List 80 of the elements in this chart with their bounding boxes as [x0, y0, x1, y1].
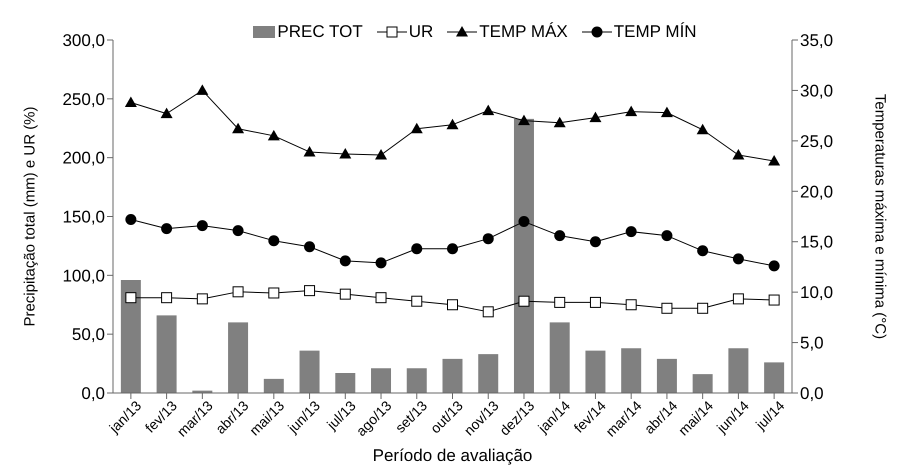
- point: [518, 114, 530, 126]
- point: [160, 108, 173, 118]
- y2-tick-label: 25,0: [800, 132, 834, 151]
- y2-tick-label: 20,0: [800, 182, 834, 202]
- point: [268, 130, 280, 140]
- point: [376, 257, 387, 268]
- point: [232, 225, 244, 236]
- y2-tick-label: 0,0: [800, 384, 824, 404]
- legend-label: UR: [408, 22, 434, 42]
- point: [268, 235, 280, 246]
- y-tick-label: 150,0: [62, 208, 105, 227]
- point: [446, 118, 458, 130]
- point: [518, 296, 530, 307]
- point: [554, 230, 566, 242]
- point: [125, 292, 136, 304]
- point: [125, 214, 136, 226]
- bar: [585, 350, 606, 393]
- point: [124, 96, 137, 108]
- point: [196, 220, 208, 232]
- y-tick-label: 100,0: [62, 266, 105, 286]
- bar: [406, 368, 427, 393]
- point: [304, 146, 316, 156]
- y-tick-label: 0,0: [81, 384, 105, 404]
- point: [518, 216, 530, 228]
- point: [447, 243, 458, 254]
- bar: [442, 358, 462, 393]
- point: [590, 236, 601, 248]
- point: [732, 148, 744, 160]
- bar: [120, 280, 141, 393]
- bar: [621, 348, 642, 393]
- point: [304, 241, 316, 252]
- y2-tick-label: 35,0: [800, 31, 834, 50]
- legend-label: TEMP MÁX: [478, 22, 568, 42]
- point: [554, 116, 566, 128]
- bar: [228, 322, 248, 393]
- bar: [335, 372, 356, 393]
- y2-tick-label: 5,0: [800, 334, 824, 353]
- point: [411, 243, 422, 254]
- y2-tick-label: 10,0: [800, 283, 834, 302]
- legend-label: TEMP MÍN: [612, 22, 697, 42]
- point: [625, 106, 638, 116]
- bar: [300, 350, 320, 393]
- bar: [550, 322, 570, 393]
- y2-axis-title: Temperaturas máxima e mínima (°C): [872, 94, 888, 340]
- point: [696, 124, 709, 134]
- y2-tick-label: 30,0: [800, 81, 834, 100]
- point: [196, 84, 208, 95]
- point: [768, 260, 780, 272]
- bar: [264, 378, 284, 393]
- point: [768, 155, 780, 166]
- bar: [514, 118, 534, 393]
- point: [661, 230, 672, 242]
- point: [339, 148, 352, 158]
- y-tick-label: 250,0: [62, 90, 105, 109]
- point: [375, 148, 388, 160]
- bar: [728, 348, 748, 393]
- point: [732, 253, 744, 264]
- x-axis-title: Período de avaliação: [372, 446, 532, 465]
- bar: [692, 374, 713, 393]
- bar: [764, 362, 784, 393]
- bar: [478, 354, 498, 393]
- point: [626, 226, 637, 238]
- y-tick-label: 200,0: [62, 148, 105, 168]
- y-axis-title: Precipitação total (mm) e UR (%): [22, 106, 38, 327]
- bar: [156, 315, 177, 393]
- y2-tick-label: 15,0: [800, 232, 834, 252]
- point: [589, 112, 602, 122]
- bar: [371, 368, 392, 393]
- y-tick-label: 300,0: [62, 31, 105, 50]
- point: [697, 245, 708, 256]
- bar: [656, 358, 677, 393]
- point: [482, 233, 494, 244]
- point: [232, 122, 244, 134]
- point: [340, 255, 351, 266]
- point: [161, 223, 172, 234]
- point: [410, 122, 423, 134]
- point: [482, 104, 494, 116]
- point: [660, 106, 673, 118]
- legend-label: PREC TOT: [276, 22, 363, 42]
- y-tick-label: 50,0: [72, 325, 105, 344]
